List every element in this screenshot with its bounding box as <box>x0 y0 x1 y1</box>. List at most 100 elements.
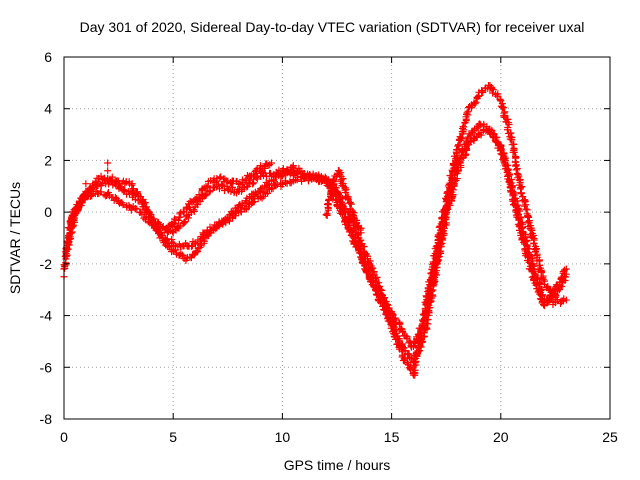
data-point-fill <box>410 357 418 365</box>
data-point <box>562 265 570 273</box>
data-point-fill <box>527 259 535 267</box>
isolated-point <box>530 231 538 239</box>
data-point-fill <box>263 160 271 168</box>
isolated-point <box>104 167 112 175</box>
data-point-fill <box>241 177 249 185</box>
y-tick-label: -6 <box>40 359 53 375</box>
data-point-fill <box>129 185 137 193</box>
data-point-fill <box>532 281 540 289</box>
y-tick-label: -4 <box>40 308 53 324</box>
data-point-fill <box>386 314 394 322</box>
x-tick-label: 20 <box>493 429 509 445</box>
data-point-fill <box>369 264 377 272</box>
data-point-fill <box>365 259 373 267</box>
isolated-points <box>60 159 559 301</box>
data-point-fill <box>436 248 444 256</box>
data-point-fill <box>139 195 147 203</box>
data-point-fill <box>505 121 513 129</box>
data-point-fill <box>82 188 90 196</box>
data-point-fill <box>206 188 214 196</box>
data-point-fill <box>190 207 198 215</box>
data-point-fill <box>456 159 464 167</box>
data-point <box>357 229 365 237</box>
data-point-fill <box>143 206 151 214</box>
data-point-fill <box>107 176 115 184</box>
data-point-fill <box>369 271 377 279</box>
series-track-c <box>64 125 570 367</box>
data-point-fill <box>404 350 412 358</box>
data-point-fill <box>439 228 447 236</box>
data-point-fill <box>450 162 458 170</box>
data-point-fill <box>411 366 419 374</box>
data-point-fill <box>438 235 446 243</box>
data-point-fill <box>168 248 176 256</box>
data-point-fill <box>453 153 461 161</box>
y-tick-label: 2 <box>44 152 52 168</box>
data-point-fill <box>133 205 141 213</box>
data-point-fill <box>175 216 183 224</box>
isolated-point <box>104 159 112 167</box>
isolated-point <box>551 293 559 301</box>
data-point <box>267 159 275 167</box>
data-point-fill <box>510 148 518 156</box>
data-point-fill <box>479 89 487 97</box>
data-point-fill <box>489 89 497 97</box>
data-point-fill <box>463 109 471 117</box>
data-point-fill <box>234 206 242 214</box>
data-point <box>322 211 330 219</box>
data-point-fill <box>540 301 548 309</box>
data-point-fill <box>155 227 163 235</box>
data-point-fill <box>535 257 543 265</box>
data-point-fill <box>517 189 525 197</box>
data-point-fill <box>249 198 257 206</box>
data-point-fill <box>197 240 205 248</box>
data-point <box>93 182 101 190</box>
y-tick-label: 0 <box>44 204 52 220</box>
data-point-fill <box>185 204 193 212</box>
data-point-fill <box>538 297 546 305</box>
data-point-fill <box>349 212 357 220</box>
data-point-fill <box>472 98 480 106</box>
data-point-fill <box>152 219 160 227</box>
data-point-fill <box>163 226 171 234</box>
data-point-fill <box>425 301 433 309</box>
data-point-fill <box>128 180 136 188</box>
data-point-fill <box>88 192 96 200</box>
data-point <box>562 296 570 304</box>
x-tick-label: 5 <box>169 429 177 445</box>
data-point-fill <box>442 206 450 214</box>
data-point-fill <box>264 189 272 197</box>
data-point-fill <box>507 135 515 143</box>
data-point-fill <box>471 100 479 108</box>
data-point-fill <box>504 123 512 131</box>
data-point-fill <box>277 173 285 181</box>
data-point-fill <box>205 229 213 237</box>
x-tick-label: 25 <box>602 429 618 445</box>
data-point-fill <box>422 324 430 332</box>
data-layer <box>60 81 570 379</box>
data-point-fill <box>119 201 127 209</box>
data-point-fill <box>214 221 222 229</box>
data-point-fill <box>285 168 293 176</box>
data-point-fill <box>105 180 113 188</box>
data-point-fill <box>249 180 257 188</box>
data-point-fill <box>454 142 462 150</box>
data-point-fill <box>216 174 224 182</box>
data-point-fill <box>521 202 529 210</box>
isolated-point <box>289 162 297 170</box>
data-point-fill <box>527 266 535 274</box>
data-point-fill <box>454 141 462 149</box>
y-tick-label: -2 <box>40 256 53 272</box>
data-point-fill <box>148 219 156 227</box>
data-point <box>399 343 407 351</box>
data-point-fill <box>528 226 536 234</box>
chart-title: Day 301 of 2020, Sidereal Day-to-day VTE… <box>80 19 585 35</box>
data-point <box>300 169 308 177</box>
data-point-fill <box>507 129 515 137</box>
data-point-fill <box>550 287 558 295</box>
plot-frame <box>63 56 611 420</box>
data-point-fill <box>490 130 498 138</box>
data-point-fill <box>381 294 389 302</box>
